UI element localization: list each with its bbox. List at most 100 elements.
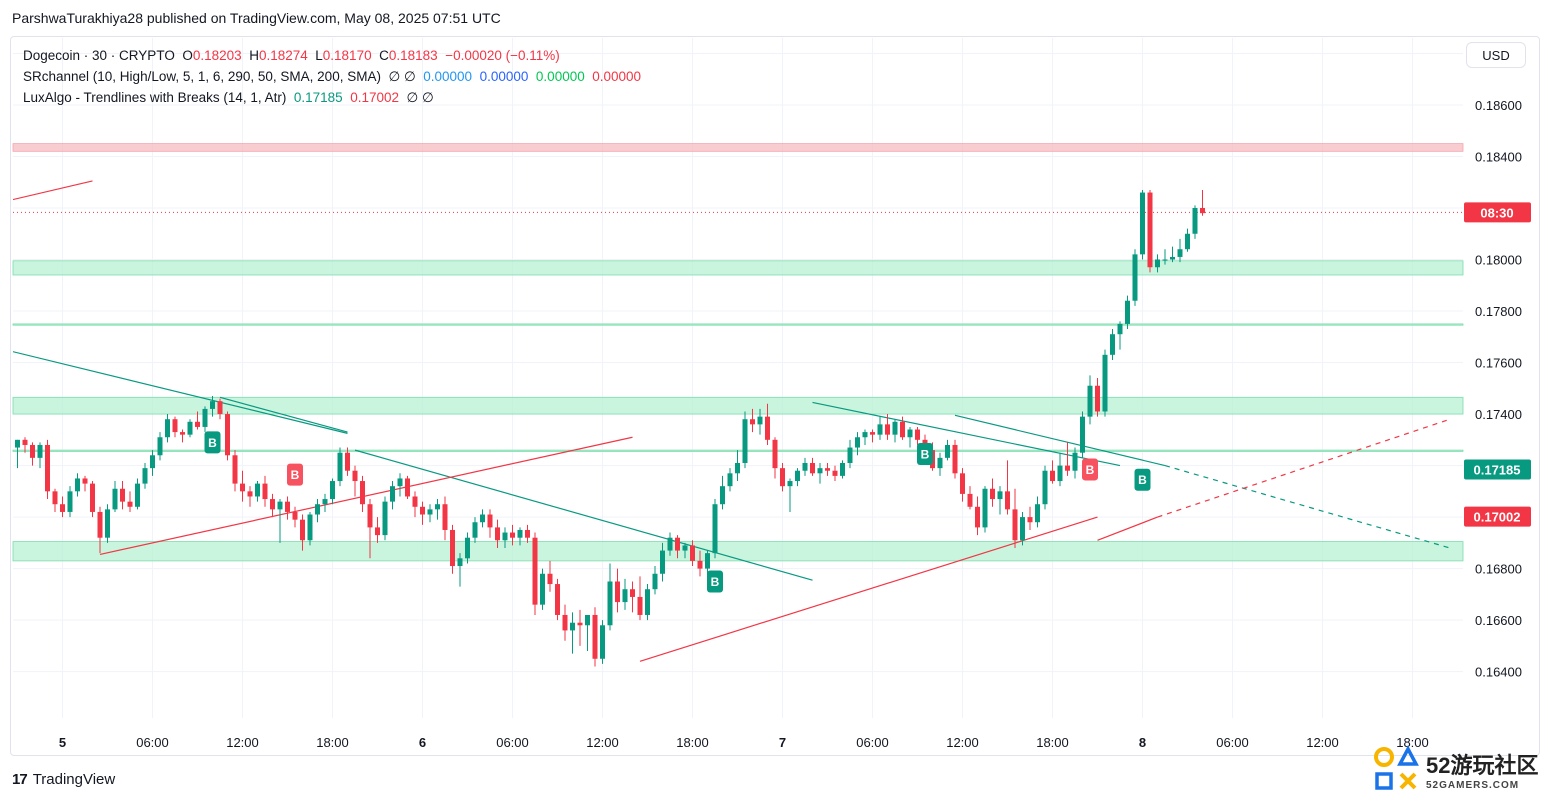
candle-body [1140, 192, 1145, 255]
price-axis-label-text: 0.17185 [1474, 462, 1521, 477]
trendline [639, 516, 1098, 662]
indicator-name[interactable]: SRchannel (10, High/Low, 5, 1, 6, 290, 5… [23, 69, 381, 84]
legend-indicator-srchannel[interactable]: SRchannel (10, High/Low, 5, 1, 6, 290, 5… [23, 66, 641, 87]
candle-body [525, 529, 530, 538]
candle-body [180, 432, 185, 435]
candle-body [592, 614, 598, 659]
legend-indicator-luxalgo[interactable]: LuxAlgo - Trendlines with Breaks (14, 1,… [23, 87, 641, 108]
y-axis-tick-label: 0.18600 [1475, 98, 1522, 113]
candle-body [345, 452, 350, 471]
x-axis-tick-label: 06:00 [496, 735, 529, 750]
tradingview-logo-icon: 17 [12, 771, 28, 788]
candle-body [1080, 416, 1085, 453]
candle-body [202, 408, 208, 427]
signal-label: B [711, 575, 720, 589]
candle-body [412, 496, 418, 507]
candle-body [982, 488, 988, 528]
candle-body [165, 419, 170, 438]
candle-body [1117, 323, 1123, 335]
candle-body [1072, 452, 1078, 471]
watermark-text: 52游玩社区 [1426, 752, 1539, 778]
indicator-value: 0.00000 [592, 69, 642, 84]
currency-button[interactable]: USD [1466, 42, 1526, 68]
candle-body [435, 504, 440, 510]
candle-body [37, 444, 43, 458]
candle-body [195, 421, 200, 427]
candle-body [1012, 509, 1018, 541]
candle-body [600, 625, 605, 659]
candle-body [465, 537, 470, 559]
candle-body [1095, 385, 1100, 412]
watermark: 52游玩社区 52GAMERS.COM [1372, 738, 1548, 800]
empty-values: ∅ ∅ [388, 69, 416, 84]
candle-body [45, 444, 50, 492]
bull-break-signal [1134, 468, 1151, 491]
x-axis-tick-label: 06:00 [1216, 735, 1249, 750]
trendline [1157, 418, 1451, 518]
candle-body [667, 537, 673, 551]
gamepad-symbols-icon [1372, 745, 1420, 793]
candle-body [907, 429, 913, 438]
candle-body [510, 532, 515, 538]
close-label: C [379, 48, 389, 63]
candle-body [637, 596, 643, 615]
support-zone [12, 260, 1464, 276]
support-zone [12, 396, 1464, 415]
indicator-value: 0.00000 [535, 69, 585, 84]
x-axis-tick-label: 5 [59, 735, 66, 750]
legend-symbol-row[interactable]: Dogecoin · 30 · CRYPTO O0.18203 H0.18274… [23, 45, 641, 66]
candle-body [405, 478, 410, 497]
high-label: H [249, 48, 259, 63]
low-label: L [315, 48, 323, 63]
candle-body [142, 468, 148, 484]
trendline [812, 401, 1121, 467]
y-axis-tick-label: 0.18400 [1475, 149, 1522, 164]
candle-body [727, 473, 733, 487]
candle-body [127, 501, 133, 507]
candle-body [900, 421, 905, 438]
candle-body [1102, 354, 1108, 412]
candle-body [150, 455, 155, 469]
candle-body [450, 529, 455, 567]
x-axis-tick-label: 18:00 [676, 735, 709, 750]
candle-body [607, 581, 613, 626]
y-axis-tick-label: 0.17800 [1475, 304, 1522, 319]
indicator-name[interactable]: LuxAlgo - Trendlines with Breaks (14, 1,… [23, 90, 287, 105]
tradingview-brand[interactable]: 17 TradingView [12, 771, 115, 788]
price-axis-label [1464, 459, 1531, 480]
signal-label: B [1086, 463, 1095, 477]
candle-body [172, 419, 178, 433]
candle-body [735, 463, 740, 474]
open-value: 0.18203 [192, 48, 242, 63]
candle-body [742, 419, 748, 463]
candle-body [1087, 385, 1093, 417]
change-value: −0.00020 (−0.11%) [445, 48, 560, 63]
candle-body [157, 437, 163, 456]
candle-body [795, 470, 800, 482]
candle-body [750, 419, 755, 425]
candle-body [690, 545, 695, 561]
bear-break-signal [287, 463, 303, 486]
signal-label: B [208, 436, 217, 450]
candle-body [285, 501, 290, 512]
y-axis-tick-label: 0.16800 [1475, 562, 1522, 577]
candle-body [585, 614, 590, 626]
x-axis-tick-label: 18:00 [316, 735, 349, 750]
symbol-name[interactable]: Dogecoin · 30 · CRYPTO [23, 48, 175, 63]
candle-body [277, 501, 283, 510]
candle-body [22, 439, 28, 445]
candle-body [75, 478, 80, 492]
x-axis-tick-label: 7 [779, 735, 786, 750]
x-axis-tick-label: 6 [419, 735, 426, 750]
candle-body [1005, 491, 1010, 510]
bull-break-signal [917, 442, 933, 465]
candle-body [390, 486, 395, 502]
x-axis-tick-label: 06:00 [856, 735, 889, 750]
x-axis-tick-label: 8 [1139, 735, 1146, 750]
candle-body [420, 506, 425, 515]
candle-body [885, 424, 890, 435]
candle-body [712, 504, 718, 554]
candle-body [487, 514, 493, 528]
candle-body [112, 488, 118, 510]
